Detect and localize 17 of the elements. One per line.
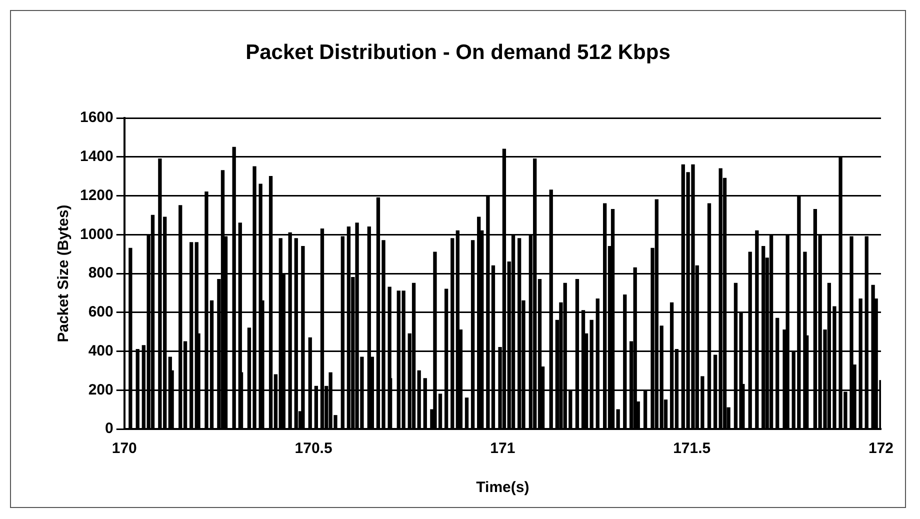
y-tick-label: 0 [105, 420, 114, 438]
x-tick-label: 172 [868, 440, 894, 458]
x-tick-label: 170.5 [294, 440, 332, 458]
y-tick-label: 1600 [80, 109, 114, 126]
y-tick-label: 1200 [80, 186, 114, 204]
x-tick-label: 170 [112, 440, 137, 458]
x-tick-label: 171.5 [673, 440, 711, 458]
chart-title: Packet Distribution - On demand 512 Kbps [244, 41, 672, 65]
y-tick-label: 600 [88, 304, 114, 321]
x-tick-label: 171 [490, 440, 516, 458]
y-tick-label: 400 [88, 342, 114, 360]
y-tick-label: 1000 [80, 226, 114, 243]
y-tick-label: 800 [88, 264, 114, 282]
y-tick-label: 200 [88, 381, 114, 398]
y-axis-title: Packet Size (Bytes) [55, 204, 72, 342]
x-axis-title: Time(s) [476, 479, 530, 496]
y-tick-label: 1400 [80, 148, 114, 166]
